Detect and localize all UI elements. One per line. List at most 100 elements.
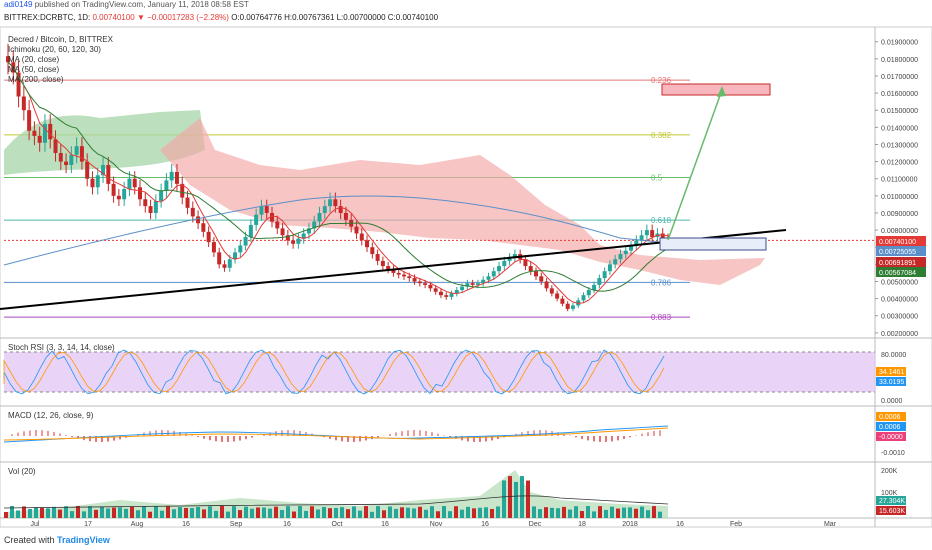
volume-bar xyxy=(418,506,422,518)
x-tick-label: 16 xyxy=(283,521,291,528)
candle-body xyxy=(248,224,253,237)
published-text: published on TradingView.com, January 11… xyxy=(34,0,249,9)
candle-body xyxy=(391,269,396,273)
candle-body xyxy=(101,165,106,176)
tradingview-logo[interactable]: TradingView xyxy=(57,535,110,545)
candle-body xyxy=(412,278,417,282)
macd-label[interactable]: MACD (12, 26, close, 9) xyxy=(8,411,94,420)
volume-bar xyxy=(508,476,512,518)
x-tick-label: Sep xyxy=(230,521,243,528)
stoch-overbought-band xyxy=(4,352,875,392)
volume-bar xyxy=(106,508,110,518)
volume-bar xyxy=(424,509,428,518)
volume-bar xyxy=(622,507,626,518)
candle-body xyxy=(306,228,311,234)
volume-bar xyxy=(538,509,542,518)
price-tick-label: 0.01500000 xyxy=(881,108,918,115)
volume-bar xyxy=(616,508,620,518)
volume-bar xyxy=(172,509,176,518)
footer: Created with TradingView xyxy=(4,535,110,545)
candle-body xyxy=(48,123,53,140)
volume-bar xyxy=(484,507,488,518)
candle-body xyxy=(37,135,42,143)
candle-body xyxy=(138,187,142,200)
volume-bar xyxy=(640,506,644,518)
candle-body xyxy=(74,146,79,155)
volume-label[interactable]: Vol (20) xyxy=(8,467,36,476)
stoch-k-label: 33.0195 xyxy=(879,379,904,386)
volume-bar xyxy=(220,506,224,518)
stoch-d-label: 34.1461 xyxy=(879,369,904,376)
volume-bar xyxy=(262,507,266,518)
volume-bar xyxy=(316,509,320,518)
price-tick-label: 0.01300000 xyxy=(881,142,918,149)
candle-body xyxy=(328,199,333,207)
volume-bar xyxy=(352,506,356,518)
legend-ma50[interactable]: MA (50, close) xyxy=(8,65,60,74)
candle-body xyxy=(233,252,238,260)
volume-bar xyxy=(226,511,230,518)
candle-body xyxy=(613,259,618,265)
stoch-d-line xyxy=(3,351,665,393)
candle-body xyxy=(90,178,95,188)
volume-tick: 100K xyxy=(881,490,898,497)
candle-body xyxy=(322,206,327,213)
candle-body xyxy=(597,278,602,285)
x-tick-label: 17 xyxy=(84,521,92,528)
price-tick-label: 0.00400000 xyxy=(881,297,918,304)
stoch-rsi-label[interactable]: Stoch RSI (3, 3, 14, 14, close) xyxy=(8,343,115,352)
volume-bar xyxy=(16,510,20,518)
volume-ma-line xyxy=(3,495,669,509)
macd-value-label: 0.0006 xyxy=(879,424,901,431)
volume-label-bg xyxy=(876,496,906,505)
candle-body xyxy=(402,274,406,277)
candle-body xyxy=(660,233,665,239)
volume-bar xyxy=(580,511,584,518)
price-label-text: 0.00691891 xyxy=(879,260,916,267)
candle-body xyxy=(185,197,190,208)
candle-body xyxy=(475,283,480,285)
publisher-name[interactable]: adi0149 xyxy=(4,0,33,9)
candle-body xyxy=(317,212,322,222)
candle-body xyxy=(270,212,274,222)
legend-ichimoku[interactable]: Ichimoku (20, 60, 120, 30) xyxy=(8,45,101,54)
price-tick-label: 0.01800000 xyxy=(881,57,918,64)
volume-bar xyxy=(382,510,386,518)
volume-bar xyxy=(100,506,104,518)
legend-ma200[interactable]: MA (200, close) xyxy=(8,75,64,84)
candle-body xyxy=(27,110,32,131)
volume-bar xyxy=(586,506,590,518)
candle-body xyxy=(21,96,26,111)
volume-bar xyxy=(160,510,164,518)
volume-bar xyxy=(304,510,308,518)
stoch-k-label-bg xyxy=(876,377,906,386)
volume-bar xyxy=(388,506,392,518)
x-tick-label: 16 xyxy=(182,521,190,528)
publisher-line: adi0149 published on TradingView.com, Ja… xyxy=(4,0,249,9)
volume-bar xyxy=(190,508,194,518)
volume-bar xyxy=(448,511,452,518)
ichimoku-cloud-green xyxy=(4,110,205,175)
volume-bar xyxy=(112,507,116,518)
candle-body xyxy=(206,231,211,243)
price-tick-label: 0.00200000 xyxy=(881,331,918,338)
candle-body xyxy=(534,271,538,277)
legend-ma20[interactable]: MA (20, close) xyxy=(8,55,60,64)
candle-body xyxy=(417,281,422,284)
candle-body xyxy=(42,123,47,143)
candle-body xyxy=(523,259,528,267)
candle-body xyxy=(423,283,428,285)
candle-body xyxy=(449,293,454,297)
volume-bar xyxy=(496,506,500,518)
price-label-bg xyxy=(876,267,926,277)
volume-bar xyxy=(628,507,632,518)
candle-body xyxy=(79,146,84,162)
volume-bar xyxy=(328,508,332,518)
candle-body xyxy=(122,188,127,200)
candle-body xyxy=(153,200,158,213)
price-change: 0.00740100 ▼ −0.00017283 (−2.28%) xyxy=(92,13,229,22)
volume-bar xyxy=(412,508,416,518)
volume-bar xyxy=(238,510,242,518)
chart-frame xyxy=(0,26,932,528)
